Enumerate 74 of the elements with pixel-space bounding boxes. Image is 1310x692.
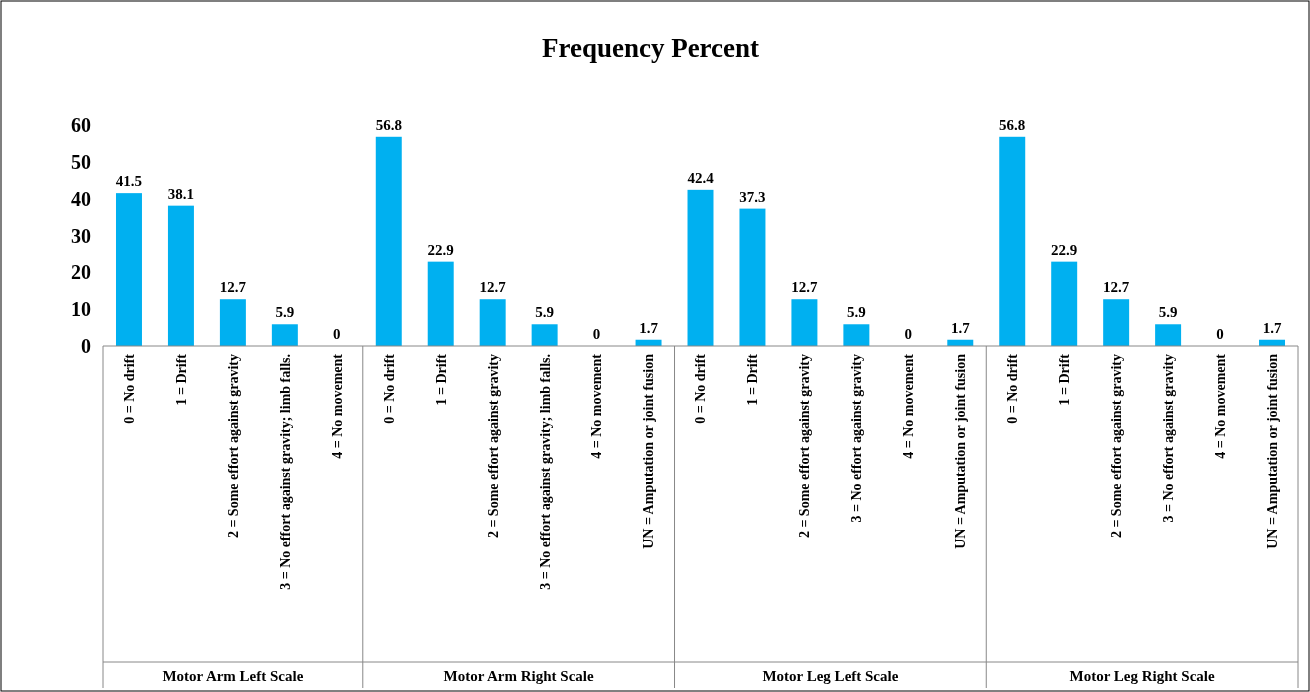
x-tick-label: 3 = No effort against gravity	[1161, 354, 1177, 523]
x-tick-label: UN = Amputation or joint fusion	[641, 353, 657, 549]
bar	[479, 299, 506, 346]
data-label: 0	[333, 326, 341, 342]
bar	[1051, 261, 1078, 346]
bar	[843, 324, 870, 346]
x-tick-label: 3 = No effort against gravity; limb falls.	[537, 354, 553, 590]
data-label: 56.8	[999, 116, 1026, 133]
bar	[219, 299, 246, 346]
data-label: 42.4	[687, 169, 715, 186]
y-tick-label: 0	[81, 335, 91, 357]
text: Motor Arm Right Scale	[443, 668, 595, 685]
x-tick-label: 0 = No drift	[1005, 353, 1021, 424]
x-tick-label: 0 = No drift	[693, 353, 709, 424]
bar	[375, 136, 402, 346]
x-tick-label: 4 = No movement	[901, 353, 917, 459]
data-label: 41.5	[115, 173, 143, 190]
x-tick-label: UN = Amputation or joint fusion	[953, 353, 969, 549]
chart-title: Frequency Percent	[541, 33, 760, 63]
data-label: 5.9	[535, 304, 555, 321]
x-tick-label: 2 = Some effort against gravity	[225, 354, 241, 539]
y-tick-label: 30	[71, 224, 91, 247]
data-label: 22.9	[427, 241, 454, 258]
data-label: 38.1	[167, 185, 195, 202]
x-tick-label: 3 = No effort against gravity	[849, 354, 865, 523]
bar	[115, 193, 142, 346]
y-tick-label: 10	[71, 298, 91, 321]
x-tick-label: 2 = Some effort against gravity	[1109, 354, 1125, 539]
data-label: 12.7	[479, 279, 507, 296]
x-tick-label: 4 = No movement	[589, 353, 605, 459]
x-tick-label: 0 = No drift	[121, 353, 137, 424]
text: Motor Leg Left Scale	[762, 668, 899, 685]
y-tick-label: 40	[71, 187, 91, 210]
data-label: 1.7	[950, 319, 971, 336]
data-label: 56.8	[375, 116, 402, 133]
x-tick-label: 1 = Drift	[745, 353, 761, 406]
bar	[687, 189, 714, 346]
x-tick-label: 2 = Some effort against gravity	[797, 354, 813, 539]
data-label: 37.3	[739, 188, 766, 205]
bar	[427, 261, 454, 346]
data-label: 5.9	[846, 304, 866, 321]
data-label: 12.7	[1103, 279, 1130, 296]
data-label: 22.9	[1051, 241, 1078, 258]
data-label: 12.7	[791, 279, 819, 296]
bar	[999, 136, 1026, 346]
y-tick-label: 50	[71, 150, 91, 173]
x-tick-label: 1 = Drift	[173, 353, 189, 406]
data-label: 5.9	[275, 304, 295, 321]
bar	[739, 208, 766, 346]
bar	[1155, 324, 1182, 346]
data-label: 0	[592, 326, 601, 342]
bar	[791, 299, 818, 346]
x-tick-label: 1 = Drift	[433, 353, 449, 406]
y-tick-label: 20	[71, 261, 91, 284]
text: Motor Leg Right Scale	[1069, 668, 1216, 685]
text: Motor Arm Left Scale	[162, 668, 304, 685]
data-label: 1.7	[1262, 319, 1282, 336]
data-label: 5.9	[1158, 304, 1178, 321]
x-tick-label: 1 = Drift	[1057, 353, 1073, 406]
x-tick-label: 4 = No movement	[329, 353, 345, 459]
data-label: 1.7	[639, 319, 659, 336]
data-label: 12.7	[219, 279, 247, 296]
x-tick-label: 4 = No movement	[1212, 353, 1228, 459]
x-tick-label: 0 = No drift	[381, 353, 397, 424]
x-tick-label: 3 = No effort against gravity; limb falls.	[277, 354, 293, 590]
x-tick-label: UN = Amputation or joint fusion	[1264, 353, 1280, 549]
data-label: 0	[1216, 326, 1224, 342]
x-tick-label: 2 = Some effort against gravity	[485, 354, 501, 539]
bar	[271, 324, 298, 346]
bar	[1103, 299, 1130, 346]
y-tick-label: 60	[71, 114, 91, 136]
bar	[531, 324, 558, 346]
bar	[167, 205, 194, 346]
data-label: 0	[904, 326, 913, 342]
